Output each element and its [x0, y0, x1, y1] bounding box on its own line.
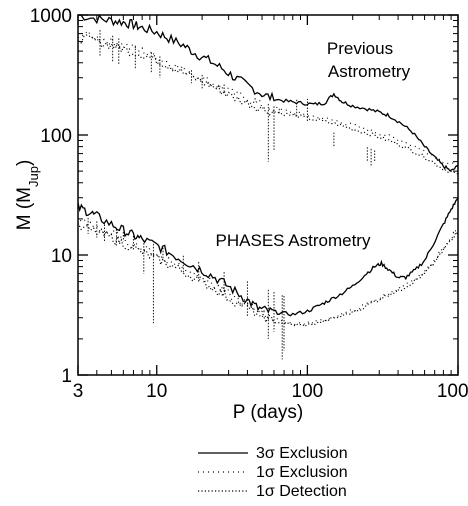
y-axis-title-sub: Jup [26, 166, 41, 187]
y-axis-title-text: M (MJup) [14, 160, 41, 231]
x-tick-label: 100 [292, 381, 324, 402]
x-tick-label: 10 [146, 381, 167, 402]
ticks-layer [77, 14, 459, 376]
y-axis-title: M (MJup) [14, 160, 41, 231]
y-axis-title-close: ) [14, 160, 35, 166]
series-previous-1 [77, 29, 459, 167]
legend-label: 1σ Exclusion [256, 464, 348, 481]
annotation-previous: Previous [327, 39, 393, 58]
y-axis-title-main: M (M [14, 187, 35, 230]
series-phases-5 [77, 222, 459, 328]
annotation-phases-astrometry: PHASES Astrometry [216, 231, 371, 250]
x-tick-label: 3 [73, 381, 84, 402]
legend-label: 1σ Detection [256, 483, 347, 500]
x-tick-label: 1000 [437, 381, 468, 402]
x-axis-title: P (days) [233, 402, 303, 423]
series-phases-4 [77, 218, 459, 326]
series-layer [77, 14, 459, 360]
series-phases-3 [77, 197, 459, 317]
plot-frame [77, 14, 459, 376]
legend: 3σ Exclusion 1σ Exclusion 1σ Detection [198, 445, 348, 500]
annotation-astrometry: Astrometry [328, 62, 411, 81]
y-tick-label: 10 [51, 246, 72, 267]
y-tick-label: 1000 [30, 6, 72, 27]
series-previous-0 [77, 14, 458, 172]
legend-label: 3σ Exclusion [256, 445, 348, 462]
tick-labels-layer: 3 10 100 1000 1 10 100 1000 [30, 6, 468, 402]
y-tick-label: 100 [40, 126, 72, 147]
y-tick-label: 1 [61, 366, 72, 387]
